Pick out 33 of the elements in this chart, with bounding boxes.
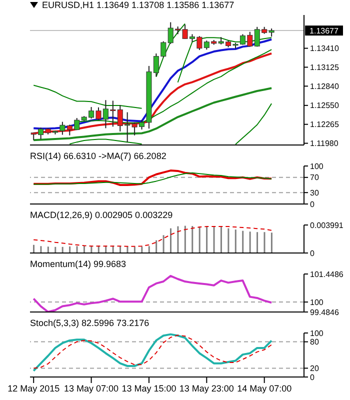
line-series [32, 87, 273, 142]
ref-line-label: 1.13677 [310, 26, 340, 36]
x-tick-label: 13 May 15:00 [122, 383, 176, 394]
chart-title: Momentum(14) 99.9683 [30, 259, 126, 269]
y-tick-label: 0 [310, 372, 315, 382]
x-tick-label: 13 May 07:00 [64, 383, 119, 394]
chart-title: Stoch(5,3,3) 82.5996 73.2176 [30, 318, 150, 328]
y-tick-label: 100 [310, 298, 324, 307]
x-tick-label: 13 May 23:00 [179, 383, 234, 394]
y-tick-label: 80 [310, 338, 320, 347]
y-tick-label: 101.4486 [310, 270, 344, 279]
chart-title: MACD(12,26,9) 0.002905 0.003229 [30, 210, 173, 220]
x-tick-label: 12 May 2015 [8, 383, 60, 394]
y-tick-label: 1.13410 [310, 44, 340, 54]
y-tick-label: 0.003991 [310, 220, 344, 230]
y-tick-label: 30 [310, 188, 320, 198]
line-series [32, 274, 273, 312]
y-tick-label: 0 [310, 248, 315, 258]
y-tick-label: 100 [310, 162, 324, 171]
y-tick-label: 20 [310, 364, 320, 374]
y-tick-label: 1.11980 [310, 139, 339, 148]
y-tick-label: 1.13125 [310, 63, 340, 72]
chart-title: EURUSD,H1 1.13649 1.13708 1.13586 1.13677 [42, 0, 234, 10]
y-tick-label: 1.12265 [310, 120, 340, 130]
line-series [33, 226, 272, 247]
y-tick-label: 1.12840 [310, 82, 340, 91]
y-tick-label: 70 [310, 173, 320, 182]
y-tick-label: 0 [310, 200, 315, 209]
x-tick-label: 14 May 07:00 [237, 383, 292, 394]
y-tick-label: 99.4846 [310, 308, 340, 317]
y-tick-label: 100 [310, 328, 324, 338]
y-tick-label: 1.12550 [310, 101, 340, 110]
chart-title: RSI(14) 66.6310 ->MA(7) 66.2082 [30, 151, 166, 161]
